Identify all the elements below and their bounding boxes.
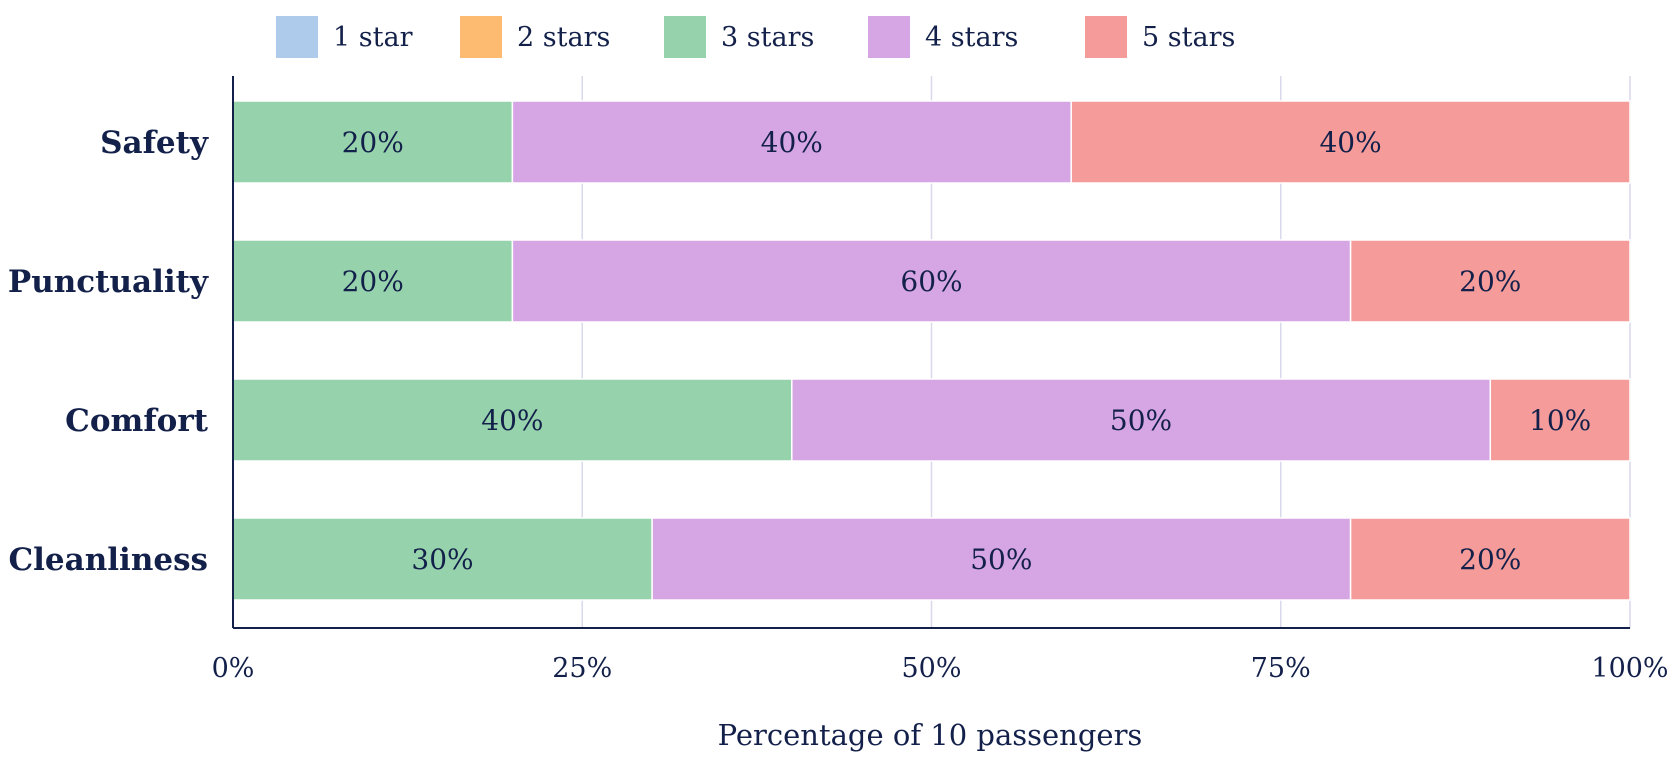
category-label-safety: Safety (100, 125, 209, 161)
bar-cleanliness-3-stars (232, 517, 653, 601)
bar-punctuality-5-stars (1349, 239, 1631, 323)
x-tick-label-50: 50% (901, 653, 961, 684)
x-tick-label-25: 25% (552, 653, 612, 684)
data-label-cleanliness-4-stars: 50% (970, 543, 1032, 576)
bar-punctuality-4-stars (511, 239, 1352, 323)
x-tick-label-100: 100% (1591, 653, 1668, 684)
bars: 20% 40% 40% 20% 60% 20% 40% 50% 10% 30% 50% 20% (232, 100, 1631, 601)
legend-swatch-2-stars (460, 16, 502, 58)
data-label-safety-5-stars: 40% (1319, 126, 1381, 159)
data-label-comfort-3-stars: 40% (481, 404, 543, 437)
x-tick-label-0: 0% (212, 653, 255, 684)
data-label-cleanliness-5-stars: 20% (1459, 543, 1521, 576)
bar-comfort-4-stars (791, 378, 1492, 462)
legend-label-1-star: 1 star (333, 22, 413, 53)
legend-swatch-3-stars (664, 16, 706, 58)
bar-safety-3-stars (232, 100, 514, 184)
legend-label-5-stars: 5 stars (1142, 22, 1235, 53)
data-label-punctuality-5-stars: 20% (1459, 265, 1521, 298)
x-tick-label-75: 75% (1251, 653, 1311, 684)
legend-item-5-stars: 5 stars (1085, 16, 1235, 58)
x-tick-labels: 0% 25% 50% 75% 100% (212, 653, 1669, 684)
category-label-comfort: Comfort (65, 403, 208, 439)
bar-comfort-5-stars (1489, 378, 1631, 462)
bar-safety-4-stars (511, 100, 1072, 184)
bar-safety-5-stars (1070, 100, 1631, 184)
legend-swatch-5-stars (1085, 16, 1127, 58)
data-label-safety-4-stars: 40% (761, 126, 823, 159)
bar-comfort-3-stars (232, 378, 793, 462)
legend-swatch-4-stars (868, 16, 910, 58)
category-labels: Safety Punctuality Comfort Cleanliness (8, 125, 209, 578)
category-label-punctuality: Punctuality (8, 264, 209, 300)
legend-label-2-stars: 2 stars (517, 22, 610, 53)
x-axis-title: Percentage of 10 passengers (718, 718, 1143, 752)
legend-item-1-star: 1 star (276, 16, 413, 58)
data-label-cleanliness-3-stars: 30% (411, 543, 473, 576)
data-label-punctuality-3-stars: 20% (342, 265, 404, 298)
bar-cleanliness-4-stars (651, 517, 1352, 601)
legend-item-2-stars: 2 stars (460, 16, 610, 58)
category-label-cleanliness: Cleanliness (8, 542, 208, 578)
legend-item-3-stars: 3 stars (664, 16, 814, 58)
bar-punctuality-3-stars (232, 239, 514, 323)
data-label-punctuality-4-stars: 60% (900, 265, 962, 298)
legend-label-3-stars: 3 stars (721, 22, 814, 53)
bar-cleanliness-5-stars (1349, 517, 1631, 601)
legend-item-4-stars: 4 stars (868, 16, 1018, 58)
legend-swatch-1-star (276, 16, 318, 58)
data-label-comfort-4-stars: 50% (1110, 404, 1172, 437)
axes (232, 76, 1630, 629)
data-label-safety-3-stars: 20% (342, 126, 404, 159)
legend-label-4-stars: 4 stars (925, 22, 1018, 53)
data-label-comfort-5-stars: 10% (1529, 404, 1591, 437)
legend: 1 star 2 stars 3 stars 4 stars 5 stars (276, 16, 1235, 58)
